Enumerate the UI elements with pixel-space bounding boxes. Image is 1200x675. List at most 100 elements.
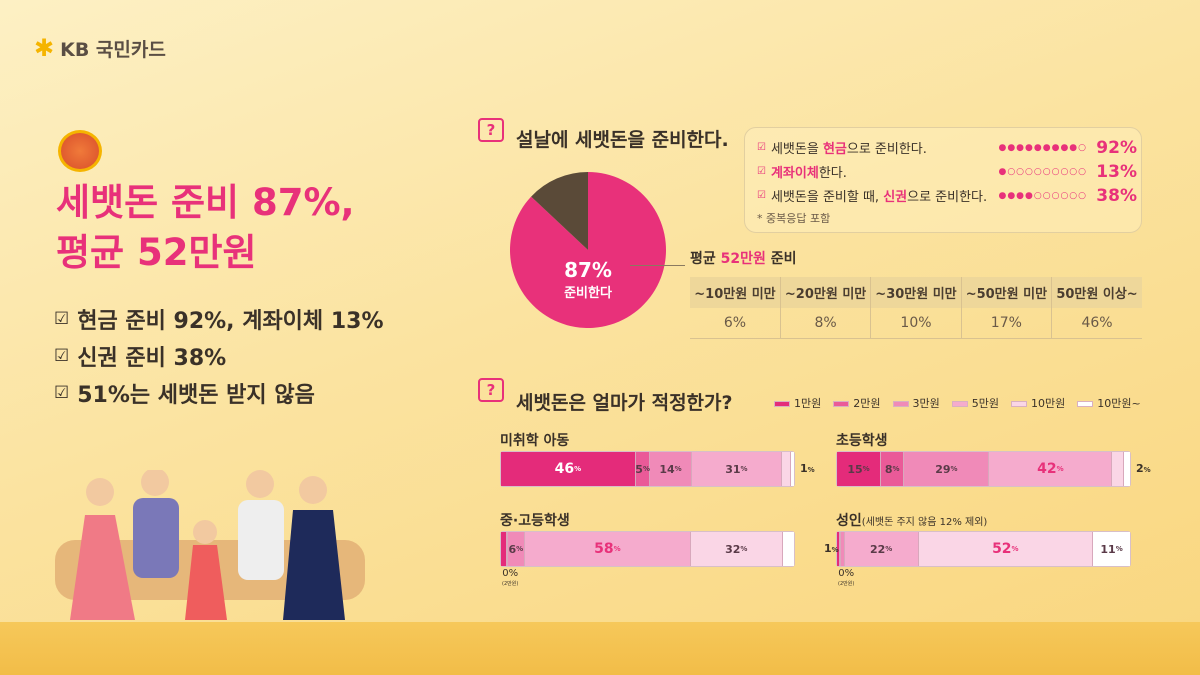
dot-rating: ●○○○○○○○○○ (998, 166, 1087, 177)
bar-group-title: 초등학생 (836, 430, 888, 450)
bar-outside-label: 1% (800, 462, 815, 475)
amount-table: ~10만원 미만 ~20만원 미만 ~30만원 미만 ~50만원 미만 50만원 이상~… (690, 277, 1142, 339)
bar-segment (501, 532, 507, 566)
dot-rating: ●●●●○○○○○○ (998, 190, 1087, 201)
detail-percent: 92% (1096, 137, 1137, 158)
detail-row: ☑ 세뱃돈을 준비할 때, 신권으로 준비한다. ●●●●○○○○○○ 38% (757, 185, 1137, 206)
bar-segment: 31% (691, 452, 783, 486)
headline: 세뱃돈 준비 87%, 평균 52만원 (56, 178, 355, 278)
table-cell: 8% (780, 308, 872, 339)
stacked-bar: 15% 8% 29% 42% 2% (836, 451, 1151, 487)
stacked-bar: 22% 52% 11% 1% 0% (2만원) (824, 531, 1131, 587)
bar-segment (782, 532, 794, 566)
bar-segment (791, 452, 794, 486)
bullet-item: ☑ 신권 준비 38% (54, 340, 226, 372)
headline-line2: 평균 52만원 (56, 231, 257, 274)
legend-swatch (951, 401, 968, 407)
bullet-text: 현금 준비 92%, 계좌이체 13% (77, 309, 384, 334)
bar-group-label: 미취학 아동 (500, 433, 570, 449)
pie-label: 87% 준비한다 (548, 258, 628, 301)
bar-segment (506, 532, 508, 566)
checkbox-icon: ☑ (757, 190, 766, 201)
check-icon: ☑ (54, 309, 70, 329)
bar-segment: 8% (880, 452, 905, 486)
detail-text: 세뱃돈을 준비할 때, 신권으로 준비한다. (770, 190, 988, 205)
legend-swatch (1077, 401, 1094, 407)
bar-segment (840, 532, 842, 566)
bar-segment (1124, 452, 1130, 486)
table-cell: 10% (870, 308, 962, 339)
zero-label: 0% (2만원) (502, 568, 519, 588)
bar-segment: 29% (904, 452, 990, 486)
avg-pre: 평균 (690, 251, 721, 267)
table-cell: 6% (690, 308, 781, 339)
check-icon: ☑ (54, 383, 70, 403)
question-bubble-icon: ? (478, 378, 504, 402)
legend-item: 10만원 (1011, 395, 1065, 411)
table-cell: 17% (961, 308, 1053, 339)
table-header: 50만원 이상~ (1051, 277, 1142, 308)
detail-text: 세뱃돈을 현금으로 준비한다. (770, 142, 927, 157)
legend-swatch (833, 401, 850, 407)
bar-group-title: 중·고등학생 (500, 510, 570, 530)
bar-segment (837, 532, 841, 566)
bar-segment: 32% (690, 532, 783, 566)
pie-chart (510, 172, 666, 328)
checkbox-icon: ☑ (757, 166, 766, 177)
checkbox-icon: ☑ (757, 142, 766, 153)
bar-segment: 52% (918, 532, 1094, 566)
section2-title: 세뱃돈은 얼마가 적정한가? (516, 392, 733, 414)
table-header: ~10만원 미만 (690, 277, 781, 308)
avg-value: 52만원 (720, 251, 766, 267)
stacked-bar: 46% 5% 14% 31% 1% (500, 451, 815, 487)
floor-band (0, 622, 1200, 675)
pie-sub: 준비한다 (564, 286, 612, 301)
table-header: ~50만원 미만 (961, 277, 1053, 308)
bar-segment (841, 532, 845, 566)
detail-text: 계좌이체한다. (770, 166, 847, 181)
adult-note: (세뱃돈 주지 않음 12% 제외) (861, 517, 988, 528)
legend-item: 3만원 (892, 395, 940, 411)
bar-outside-label: 1% (824, 542, 839, 555)
bar-group-label: 초등학생 (836, 433, 888, 449)
detail-row: ☑ 계좌이체한다. ●○○○○○○○○○ 13% (757, 161, 1137, 182)
legend-swatch (774, 401, 790, 407)
bar-segment: 11% (1093, 532, 1130, 566)
legend-label: 3만원 (912, 397, 940, 410)
detail-percent: 13% (1096, 161, 1137, 182)
legend-item: 1만원 (774, 395, 821, 411)
legend-label: 10만원 (1031, 397, 1066, 410)
bar-segment: 14% (650, 452, 692, 486)
legend-swatch (892, 401, 909, 407)
bullet-text: 신권 준비 38% (77, 346, 227, 371)
brand-name: KB 국민카드 (60, 38, 166, 61)
bar-segment: 5% (635, 452, 651, 486)
legend-label: 10만원~ (1097, 397, 1141, 410)
detail-box: ☑ 세뱃돈을 현금으로 준비한다. ●●●●●●●●●○ 92% ☑ 계좌이체한… (744, 127, 1142, 233)
bar-group-label: 성인 (836, 513, 862, 529)
bar-segment: 22% (844, 532, 919, 566)
legend-label: 5만원 (971, 397, 999, 410)
table-header: ~30만원 미만 (870, 277, 962, 308)
detail-percent: 38% (1096, 185, 1137, 206)
kb-star-icon: ✱ (34, 34, 55, 62)
note: * 중복응답 포함 (757, 212, 831, 225)
dot-rating: ●●●●●●●●●○ (998, 142, 1087, 153)
bar-segment: 46% (501, 452, 636, 486)
stacked-bar: 6% 58% 32% 0% (2만원) (500, 531, 795, 587)
pie-percent: 87% (564, 258, 612, 282)
table-header: ~20만원 미만 (780, 277, 872, 308)
bullet-item: ☑ 현금 준비 92%, 계좌이체 13% (54, 303, 383, 335)
lucky-bag-icon (58, 130, 102, 172)
bar-segment (782, 452, 792, 486)
check-icon: ☑ (54, 346, 70, 366)
bar-segment: 6% (507, 532, 525, 566)
bar-group-title: 미취학 아동 (500, 430, 569, 450)
bullet-item: ☑ 51%는 세뱃돈 받지 않음 (54, 377, 315, 409)
family-illustration (55, 470, 365, 620)
pie-slice-not-prepared (531, 172, 588, 250)
bullet-text: 51%는 세뱃돈 받지 않음 (77, 383, 315, 408)
legend-swatch (1011, 401, 1027, 407)
bar-segment: 15% (837, 452, 881, 486)
legend-label: 1만원 (794, 397, 822, 410)
